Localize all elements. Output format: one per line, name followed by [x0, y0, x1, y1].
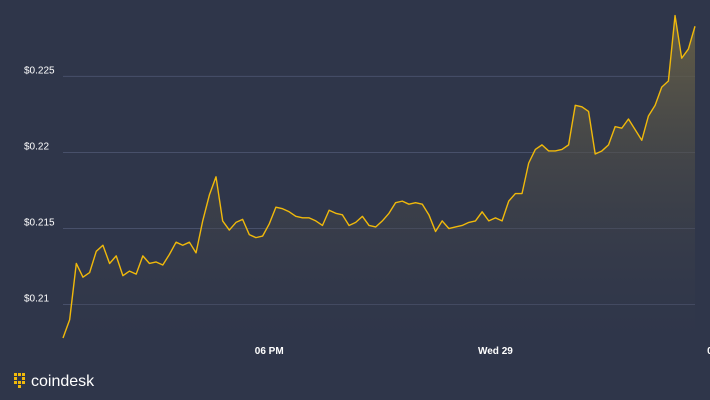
y-tick-label: $0.22: [24, 141, 49, 152]
series-line: [62, 14, 696, 339]
y-tick-label: $0.215: [24, 218, 55, 229]
area-fill-path: [63, 15, 695, 338]
coindesk-logo: coindesk: [14, 373, 95, 390]
coindesk-logo-text: coindesk: [31, 373, 95, 390]
x-tick-label: 06 PM: [255, 346, 284, 357]
area-fill: [63, 15, 695, 338]
y-axis-ticks: $0.21 $0.215 $0.22 $0.225: [24, 65, 55, 304]
y-tick-label: $0.225: [24, 65, 55, 76]
y-tick-label: $0.21: [24, 294, 49, 305]
x-tick-label: Wed 29: [478, 346, 513, 357]
x-tick-label: 06 AM: [707, 346, 710, 357]
price-line: [62, 14, 696, 339]
coindesk-logo-icon: [14, 373, 25, 388]
